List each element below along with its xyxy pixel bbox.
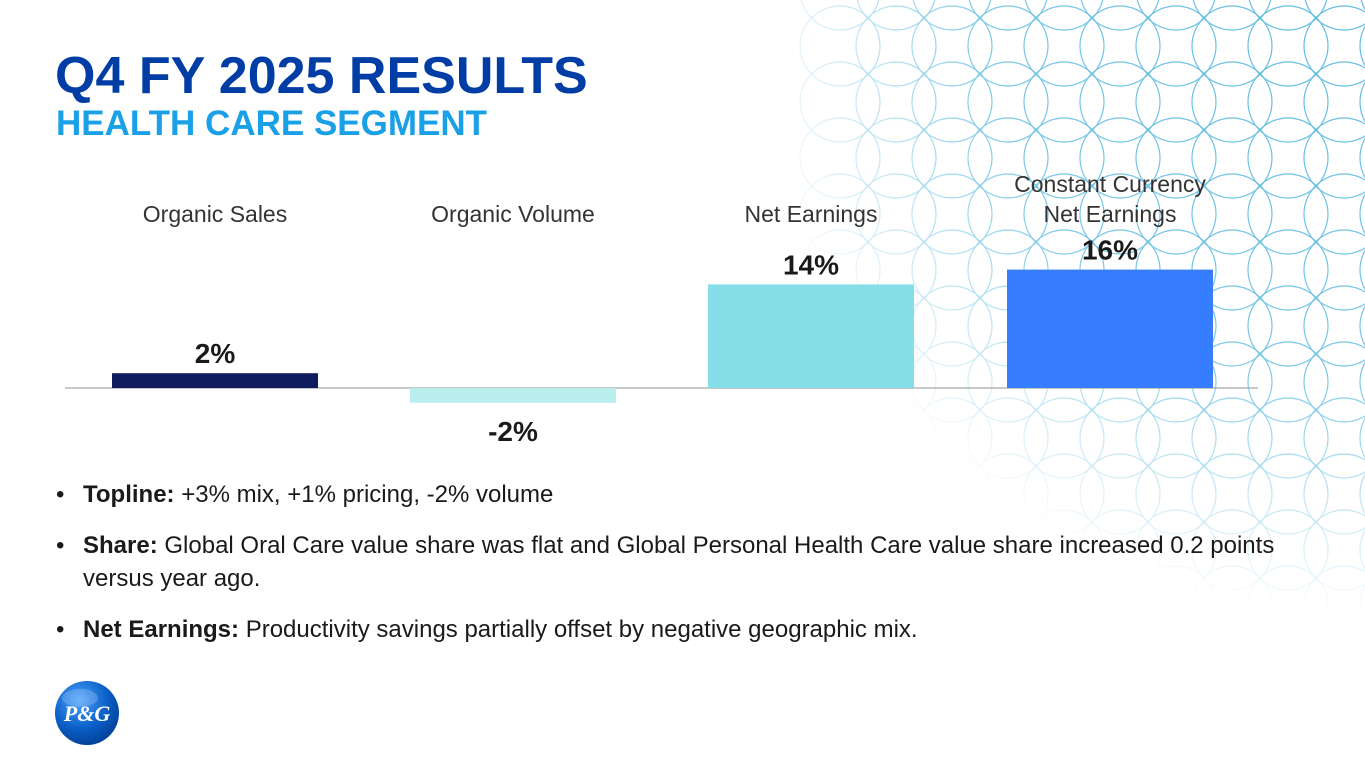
bar-net-earnings: [708, 284, 914, 388]
page-subtitle: HEALTH CARE SEGMENT: [56, 104, 488, 143]
bullet-label: Topline:: [83, 481, 175, 508]
bullet-topline: Topline: +3% mix, +1% pricing, -2% volum…: [56, 478, 1306, 511]
bullet-text: Global Oral Care value share was flat an…: [83, 532, 1275, 592]
logo-text: P&G: [63, 701, 111, 726]
pg-logo-icon: P&G: [55, 681, 119, 745]
data-label: 2%: [195, 338, 236, 369]
bullet-label: Net Earnings:: [83, 616, 240, 643]
data-label: -2%: [488, 416, 538, 447]
bar-organic-sales: [112, 373, 318, 388]
bar-organic-volume: [410, 388, 616, 403]
category-label: Organic Sales: [143, 201, 287, 227]
bullet-text: Productivity savings partially offset by…: [239, 616, 918, 643]
category-label: Organic Volume: [431, 201, 595, 227]
bar-constant-currency-net-earnings: [1007, 269, 1213, 388]
category-label: Net Earnings: [745, 201, 878, 227]
data-label: 16%: [1082, 235, 1138, 266]
category-label: Net Earnings: [1044, 201, 1177, 227]
page-title: Q4 FY 2025 RESULTS: [55, 47, 588, 105]
bullet-net-earnings: Net Earnings: Productivity savings parti…: [56, 613, 1306, 646]
category-label: Constant Currency: [1014, 171, 1206, 197]
bullet-text: +3% mix, +1% pricing, -2% volume: [174, 481, 554, 508]
bullet-label: Share:: [83, 532, 158, 559]
bullet-share: Share: Global Oral Care value share was …: [56, 529, 1306, 595]
bullet-list: Topline: +3% mix, +1% pricing, -2% volum…: [56, 478, 1306, 664]
data-label: 14%: [783, 249, 839, 280]
